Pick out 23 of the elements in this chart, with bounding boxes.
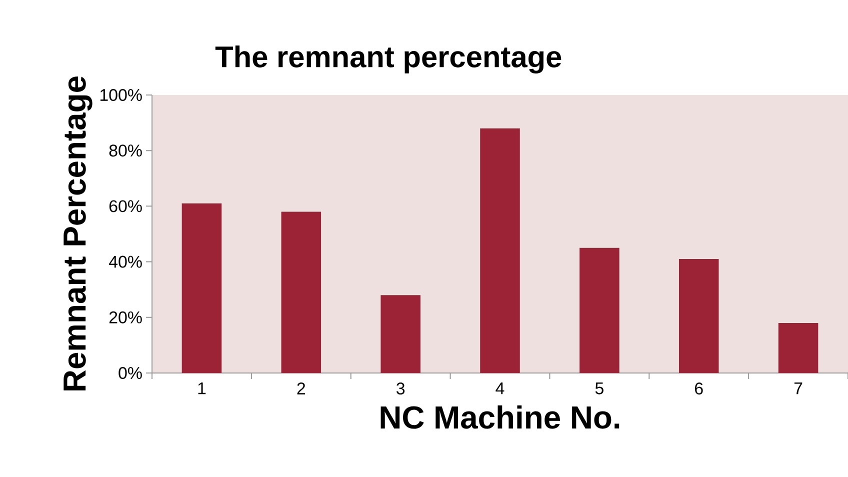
- x-tick-label: 1: [198, 382, 206, 394]
- bar: [678, 259, 719, 373]
- x-tick-label: 6: [695, 382, 703, 395]
- y-tick-label: 80%: [109, 144, 142, 157]
- y-tick-label: 20%: [109, 311, 142, 324]
- chart-title: The remnant percentage: [215, 46, 562, 74]
- y-tick-label: 100%: [100, 88, 142, 101]
- bar: [480, 128, 520, 373]
- x-tick-label: 3: [396, 382, 405, 395]
- y-tick-label: 0%: [118, 366, 142, 379]
- y-axis-title: Remnant Percentage: [64, 76, 92, 390]
- bar: [182, 203, 222, 373]
- y-tick-label: 60%: [109, 200, 142, 212]
- x-tick-label: 7: [794, 382, 802, 394]
- x-tick-label: 2: [297, 382, 306, 394]
- x-axis-title: NC Machine No.: [380, 405, 620, 429]
- bar: [380, 295, 420, 373]
- bar: [281, 212, 322, 373]
- x-tick-label: 5: [595, 382, 604, 394]
- y-tick-label: 40%: [108, 256, 142, 268]
- bar: [580, 248, 620, 373]
- bar: [778, 322, 818, 373]
- x-tick-label: 4: [496, 382, 504, 394]
